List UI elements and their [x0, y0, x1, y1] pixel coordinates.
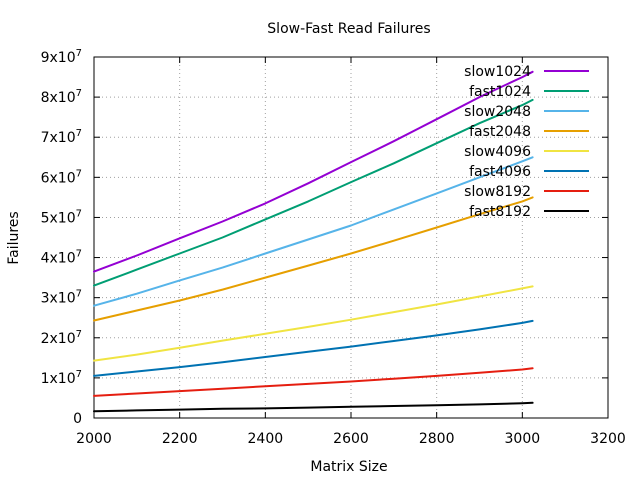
legend-label: fast4096 — [469, 164, 531, 180]
series-line-slow8192 — [93, 367, 534, 397]
y-tick-mantissa: 0 — [73, 411, 82, 427]
legend-label: slow1024 — [464, 64, 531, 80]
y-tick-exponent: 7 — [76, 88, 82, 99]
y-tick-mantissa: 9x10 — [41, 50, 76, 66]
y-tick-exponent: 7 — [76, 289, 82, 300]
series-line-fast1024 — [93, 98, 534, 287]
y-tick-mantissa: 8x10 — [41, 90, 76, 106]
y-tick-label: 4x107 — [41, 249, 82, 267]
x-axis-label: Matrix Size — [310, 459, 387, 475]
legend-label: slow2048 — [464, 104, 531, 120]
series-line-fast4096 — [93, 319, 534, 377]
y-tick-exponent: 7 — [76, 168, 82, 179]
y-tick-mantissa: 2x10 — [41, 331, 76, 347]
y-tick-exponent: 7 — [76, 369, 82, 380]
legend-label: slow4096 — [464, 144, 531, 160]
x-tick-label: 2400 — [248, 431, 284, 447]
x-tick-label: 2800 — [419, 431, 455, 447]
x-tick-label: 3200 — [590, 431, 626, 447]
y-axis-label: Failures — [6, 211, 22, 264]
x-tick-label: 3000 — [505, 431, 541, 447]
x-tick-label: 2000 — [76, 431, 112, 447]
y-tick-label: 9x107 — [41, 48, 82, 66]
y-tick-label: 1x107 — [41, 369, 82, 387]
y-tick-exponent: 7 — [76, 128, 82, 139]
legend-label: fast8192 — [469, 204, 531, 220]
y-tick-mantissa: 6x10 — [41, 170, 76, 186]
y-tick-mantissa: 3x10 — [41, 291, 76, 307]
series-line-slow2048 — [93, 156, 534, 307]
y-tick-label: 0 — [73, 411, 82, 427]
legend-label: fast2048 — [469, 124, 531, 140]
series-line-slow1024 — [93, 70, 534, 273]
series-line-fast8192 — [93, 401, 534, 413]
y-tick-label: 6x107 — [41, 168, 82, 186]
grid — [94, 57, 608, 418]
y-tick-label: 7x107 — [41, 128, 82, 146]
y-tick-exponent: 7 — [76, 48, 82, 59]
legend: slow1024 fast1024 slow2048 fast2048 slow4096… — [464, 64, 589, 220]
x-tick-label: 2200 — [162, 431, 198, 447]
legend-label: slow8192 — [464, 184, 531, 200]
y-tick-label: 5x107 — [41, 208, 82, 226]
y-tick-mantissa: 4x10 — [41, 251, 76, 267]
y-tick-label: 3x107 — [41, 289, 82, 307]
legend-label: fast1024 — [469, 84, 531, 100]
y-tick-label: 2x107 — [41, 329, 82, 347]
y-tick-exponent: 7 — [76, 208, 82, 219]
x-axis: 2000 2200 2400 2600 2800 3000 3200 — [76, 57, 626, 447]
y-tick-label: 8x107 — [41, 88, 82, 106]
y-tick-mantissa: 5x10 — [41, 210, 76, 226]
series-line-fast2048 — [93, 196, 534, 322]
y-tick-exponent: 7 — [76, 329, 82, 340]
y-axis: 01x1072x1073x1074x1075x1076x1077x1078x10… — [41, 48, 608, 427]
y-tick-mantissa: 7x10 — [41, 130, 76, 146]
series-line-slow4096 — [93, 285, 534, 362]
chart-title: Slow-Fast Read Failures — [267, 21, 430, 37]
y-tick-mantissa: 1x10 — [41, 371, 76, 387]
y-tick-exponent: 7 — [76, 249, 82, 260]
series-lines — [93, 70, 534, 413]
x-tick-label: 2600 — [333, 431, 369, 447]
